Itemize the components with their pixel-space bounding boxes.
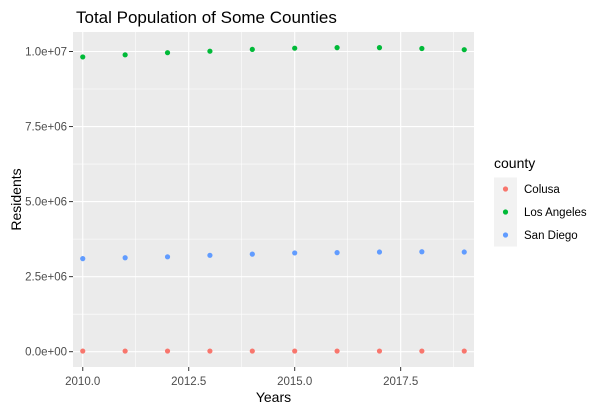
point-san-diego [376, 249, 383, 255]
chart-title: Total Population of Some Counties [76, 8, 337, 27]
legend-swatch-colusa [502, 186, 509, 192]
x-tick-label: 2010.0 [65, 376, 100, 388]
point-colusa [334, 348, 340, 354]
x-tick-label: 2015.0 [277, 376, 312, 388]
point-san-diego [164, 254, 171, 260]
point-los-angeles [376, 45, 383, 51]
legend-swatch-san-diego [502, 232, 509, 238]
point-colusa [461, 348, 467, 354]
x-axis-title: Years [256, 389, 291, 405]
point-los-angeles [164, 50, 171, 56]
point-colusa [249, 348, 255, 354]
x-tick-label: 2017.5 [383, 376, 418, 388]
legend-label-san-diego: San Diego [524, 230, 578, 242]
point-san-diego [292, 250, 298, 256]
data-points [80, 45, 467, 354]
y-tick-label: 1.0e+07 [25, 47, 67, 59]
point-san-diego [334, 250, 340, 256]
plot-panel [73, 32, 474, 367]
point-san-diego [122, 255, 128, 261]
legend-label-los-angeles: Los Angeles [524, 207, 587, 219]
y-tick-label: 0.0e+00 [25, 347, 67, 359]
y-tick-label: 2.5e+06 [25, 272, 67, 284]
minor-grid [73, 32, 474, 367]
y-axis: 0.0e+00 2.5e+06 5.0e+06 7.5e+06 1.0e+07 [25, 47, 73, 359]
point-los-angeles [207, 48, 213, 54]
point-san-diego [207, 252, 213, 258]
point-san-diego [461, 249, 467, 255]
point-colusa [122, 348, 128, 354]
y-tick-label: 7.5e+06 [25, 122, 67, 134]
point-los-angeles [80, 54, 86, 60]
x-tick-label: 2012.5 [171, 376, 206, 388]
point-colusa [376, 348, 383, 354]
point-colusa [80, 348, 86, 354]
point-san-diego [249, 251, 255, 257]
point-los-angeles [122, 52, 128, 58]
point-san-diego [419, 249, 425, 255]
point-los-angeles [249, 46, 255, 53]
point-los-angeles [292, 45, 298, 51]
point-colusa [207, 348, 213, 354]
point-los-angeles [334, 45, 340, 51]
legend-swatch-los-angeles [502, 209, 509, 215]
point-san-diego [80, 256, 86, 262]
major-grid [73, 32, 474, 367]
point-colusa [419, 348, 425, 354]
legend-title: county [494, 155, 535, 171]
x-axis: 2010.0 2012.5 2015.0 2017.5 [65, 367, 418, 388]
y-axis-title: Residents [8, 168, 24, 230]
point-colusa [164, 348, 171, 354]
legend-label-colusa: Colusa [524, 184, 560, 196]
point-los-angeles [419, 45, 425, 52]
y-tick-label: 5.0e+06 [25, 197, 67, 209]
point-los-angeles [461, 47, 467, 53]
legend: county Colusa Los Angeles San Diego [494, 155, 587, 247]
point-colusa [292, 348, 298, 354]
